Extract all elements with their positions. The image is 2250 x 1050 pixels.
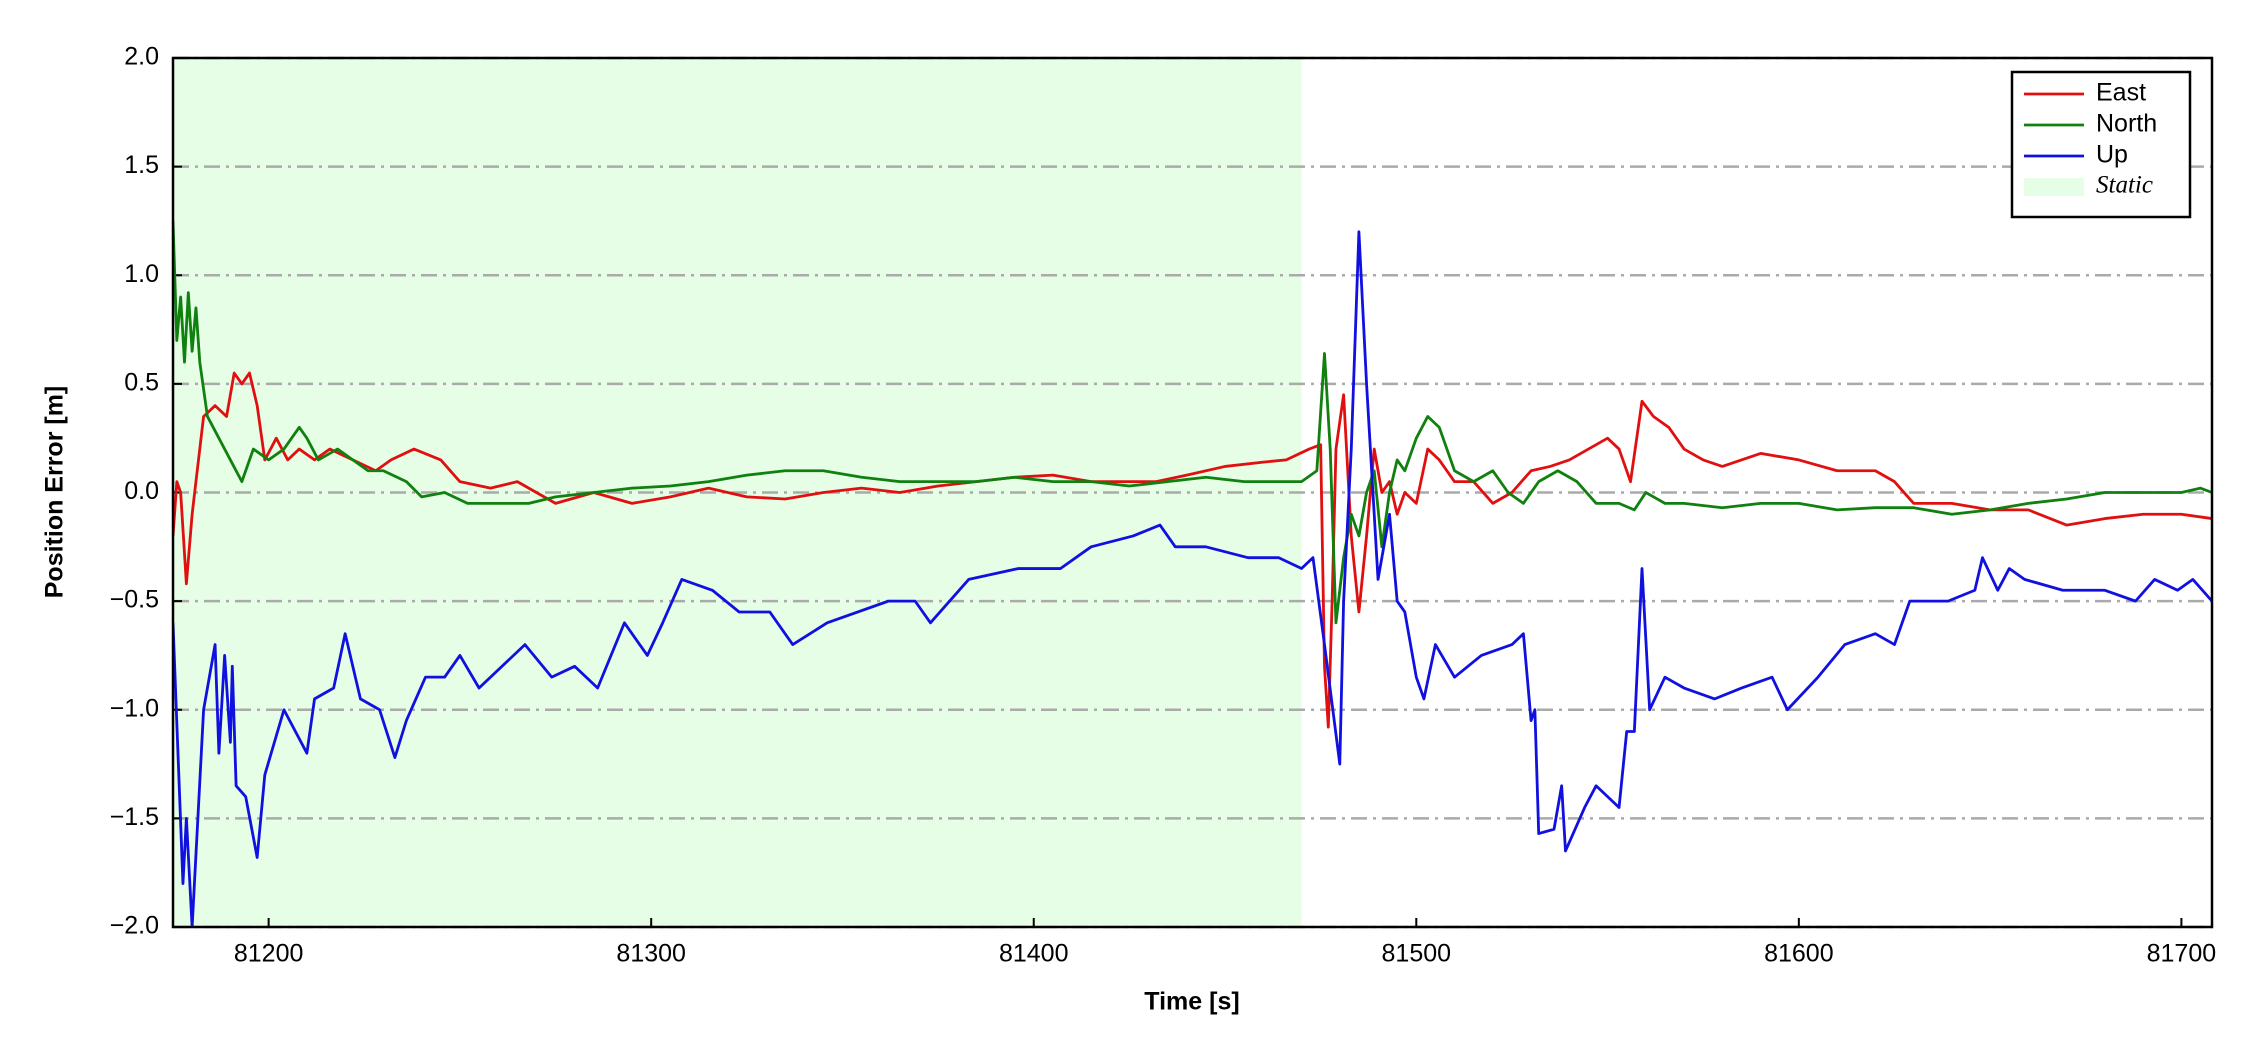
y-tick-label: −0.5: [110, 586, 159, 614]
y-tick-label: −1.5: [110, 803, 159, 831]
series-line: [173, 220, 2212, 625]
legend-label: Static: [2096, 172, 2153, 199]
y-tick-label: 2.0: [124, 43, 159, 71]
x-tick-label: 81700: [2147, 940, 2217, 968]
x-tick-label: 81300: [616, 940, 686, 968]
x-tick-label: 81500: [1382, 940, 1452, 968]
legend-label: North: [2096, 110, 2157, 138]
y-tick-label: −2.0: [110, 912, 159, 940]
x-axis-label: Time [s]: [1144, 988, 1239, 1016]
legend-label: East: [2096, 79, 2146, 107]
y-tick-label: 0.5: [124, 368, 159, 396]
plot-area: [173, 220, 2212, 927]
legend-swatch: [2024, 178, 2084, 196]
x-tick-label: 81600: [1764, 940, 1834, 968]
series-line: [173, 371, 2212, 729]
y-tick-label: 0.0: [124, 477, 159, 505]
legend-label: Up: [2096, 141, 2128, 169]
x-tick-label: 81200: [234, 940, 304, 968]
y-tick-label: −1.0: [110, 694, 159, 722]
series-line: [173, 230, 2212, 927]
plot-frame: [171, 56, 2214, 929]
y-tick-label: 1.5: [124, 151, 159, 179]
y-axis-label: Position Error [m]: [41, 386, 69, 599]
y-tick-label: 1.0: [124, 260, 159, 288]
x-tick-label: 81400: [999, 940, 1069, 968]
